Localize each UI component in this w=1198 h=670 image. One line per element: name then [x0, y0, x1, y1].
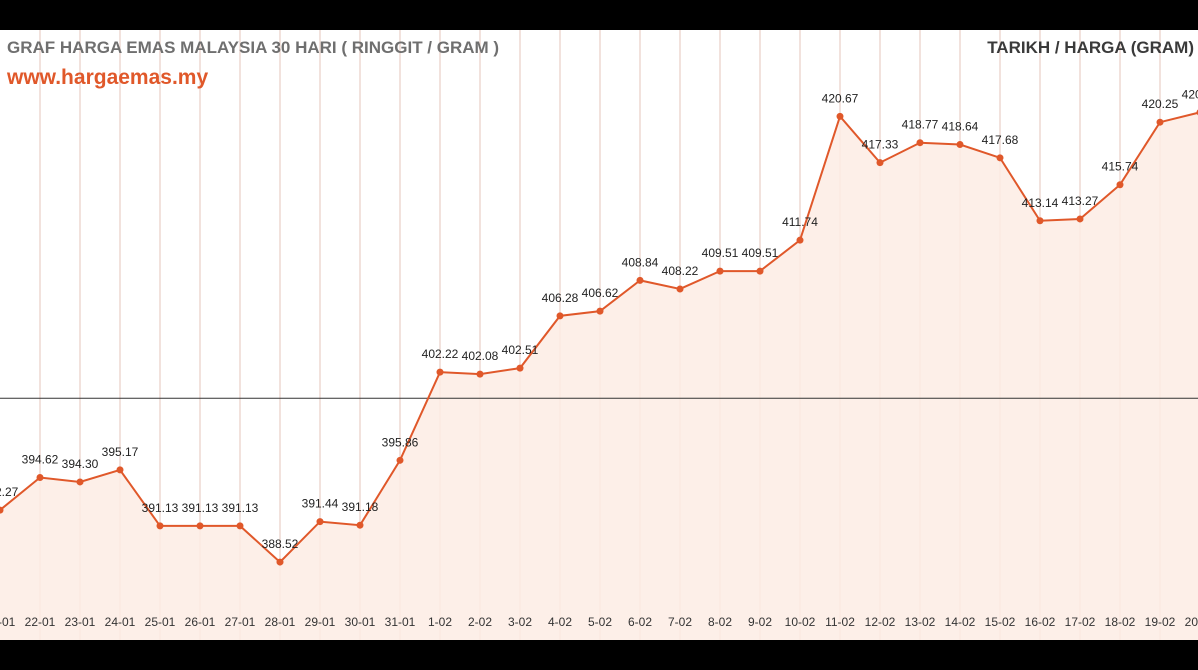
data-label: 413.14 [1022, 196, 1059, 210]
data-label: 418.64 [942, 120, 979, 134]
legend-label: TARIKH / HARGA (GRAM) [987, 38, 1194, 57]
data-label: 391.13 [182, 501, 219, 515]
data-label: 409.51 [742, 246, 779, 260]
x-tick-label: 5-02 [588, 615, 612, 629]
x-tick-label: 2-02 [468, 615, 492, 629]
data-point [676, 285, 684, 293]
x-tick-label: 8-02 [708, 615, 732, 629]
data-point [516, 364, 524, 372]
x-tick-label: 25-01 [145, 615, 176, 629]
x-tick-label: 28-01 [265, 615, 296, 629]
data-label: 391.13 [142, 501, 179, 515]
data-point [756, 267, 764, 275]
data-point [116, 466, 124, 474]
data-point [396, 456, 404, 464]
data-point [716, 267, 724, 275]
x-tick-label: 21-01 [0, 615, 16, 629]
data-label: 394.62 [22, 453, 59, 467]
data-point [476, 370, 484, 378]
data-point [156, 522, 164, 530]
x-tick-label: 9-02 [748, 615, 772, 629]
data-label: 408.84 [622, 255, 659, 269]
x-tick-label: 12-02 [865, 615, 896, 629]
x-tick-label: 13-02 [905, 615, 936, 629]
data-label: 417.68 [982, 133, 1019, 147]
data-label: 395.17 [102, 445, 139, 459]
data-label: 394.30 [62, 457, 99, 471]
chart-area: 392.27 21-01 394.62 22-01 394.30 23-01 395.17 2… [0, 30, 1198, 640]
data-point [1116, 181, 1124, 189]
data-label: 402.08 [462, 349, 499, 363]
data-label: 391.18 [342, 500, 379, 514]
data-point [276, 558, 284, 566]
x-tick-label: 31-01 [385, 615, 416, 629]
data-point [0, 506, 4, 514]
site-link[interactable]: www.hargaemas.my [7, 66, 209, 89]
data-label: 406.62 [582, 286, 619, 300]
data-label: 409.51 [702, 246, 739, 260]
x-tick-label: 14-02 [945, 615, 976, 629]
x-tick-label: 15-02 [985, 615, 1016, 629]
x-tick-label: 19-02 [1145, 615, 1176, 629]
gold-price-chart: 392.27 21-01 394.62 22-01 394.30 23-01 395.17 2… [0, 30, 1198, 640]
data-label: 402.22 [422, 347, 459, 361]
x-tick-label: 1-02 [428, 615, 452, 629]
x-tick-label: 23-01 [65, 615, 96, 629]
x-tick-label: 27-01 [225, 615, 256, 629]
data-point [76, 478, 84, 486]
x-tick-label: 3-02 [508, 615, 532, 629]
data-point [556, 312, 564, 320]
data-point [196, 522, 204, 530]
x-tick-label: 11-02 [825, 615, 855, 629]
x-tick-label: 29-01 [305, 615, 336, 629]
data-label: 420.67 [822, 91, 859, 105]
data-point [956, 141, 964, 149]
data-label: 391.44 [302, 497, 339, 511]
data-point [316, 518, 324, 526]
data-point [1156, 118, 1164, 126]
data-point [996, 154, 1004, 162]
x-tick-label: 10-02 [785, 615, 816, 629]
data-label: 388.52 [262, 537, 299, 551]
data-label: 415.74 [1102, 160, 1139, 174]
data-point [636, 276, 644, 284]
data-label: 391.13 [222, 501, 259, 515]
x-tick-label: 22-01 [25, 615, 56, 629]
data-label: 408.22 [662, 264, 699, 278]
data-label: 413.27 [1062, 194, 1099, 208]
data-point [436, 368, 444, 376]
data-label: 411.74 [782, 215, 818, 229]
data-label: 402.51 [502, 343, 539, 357]
x-tick-label: 30-01 [345, 615, 376, 629]
data-point [916, 139, 924, 147]
x-tick-label: 17-02 [1065, 615, 1096, 629]
data-label: 420.25 [1142, 97, 1179, 111]
x-tick-label: 16-02 [1025, 615, 1056, 629]
x-tick-label: 20-02 [1185, 615, 1198, 629]
area-fill [0, 112, 1198, 640]
data-point [596, 307, 604, 315]
chart-title: GRAF HARGA EMAS MALAYSIA 30 HARI ( RINGG… [7, 38, 500, 57]
data-point [796, 236, 804, 244]
data-label: 417.33 [862, 138, 899, 152]
x-tick-label: 26-01 [185, 615, 216, 629]
data-label: 418.77 [902, 118, 939, 132]
data-point [36, 474, 44, 482]
x-tick-label: 24-01 [105, 615, 136, 629]
x-tick-label: 18-02 [1105, 615, 1136, 629]
data-label: 420.96 [1182, 87, 1198, 101]
x-tick-label: 4-02 [548, 615, 572, 629]
data-point [1036, 217, 1044, 225]
data-point [1076, 215, 1084, 223]
data-point [836, 112, 844, 120]
x-tick-label: 7-02 [668, 615, 692, 629]
x-tick-label: 6-02 [628, 615, 652, 629]
data-point [236, 522, 244, 530]
data-point [356, 521, 364, 529]
data-label: 392.27 [0, 485, 19, 499]
data-point [876, 159, 884, 167]
data-label: 406.28 [542, 291, 579, 305]
data-label: 395.86 [382, 435, 419, 449]
